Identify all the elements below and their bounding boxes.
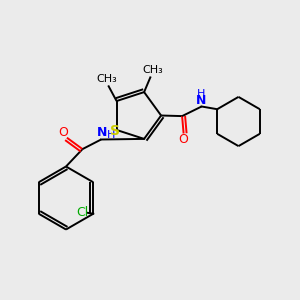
Text: O: O [179,133,188,146]
Text: H: H [107,130,116,140]
Text: CH₃: CH₃ [96,74,117,84]
Text: CH₃: CH₃ [143,65,164,75]
Text: N: N [97,126,107,140]
Text: Cl: Cl [76,206,88,219]
Text: O: O [58,126,68,139]
Text: H: H [197,88,205,99]
Text: S: S [110,124,120,138]
Text: N: N [196,94,206,107]
